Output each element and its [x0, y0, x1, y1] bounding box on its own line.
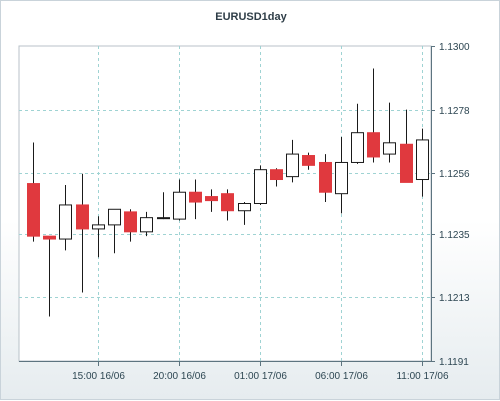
x-tick-label: 01:00 17/06	[234, 371, 287, 382]
candle-body-bearish	[205, 196, 218, 202]
candle-body-bearish	[221, 193, 234, 212]
candle-body-bearish	[43, 235, 56, 240]
candle-body-bearish	[189, 191, 202, 203]
candle-body-bullish	[157, 217, 170, 220]
candle-body-bullish	[140, 217, 153, 233]
y-tick-label: 1.1278	[439, 106, 470, 117]
candle-body-bullish	[351, 132, 364, 163]
y-tick-label: 1.1235	[439, 230, 470, 241]
y-tick-label: 1.1300	[439, 42, 470, 53]
candle-body-bullish	[416, 139, 429, 181]
x-tick-label: 20:00 16/06	[153, 371, 206, 382]
candle-body-bearish	[76, 204, 89, 230]
x-tick-label: 06:00 17/06	[315, 371, 368, 382]
chart-title: EURUSD1day	[215, 11, 287, 23]
candle-body-bullish	[254, 169, 267, 205]
candle-body-bullish	[59, 204, 72, 240]
candle-body-bearish	[400, 143, 413, 183]
candle-body-bullish	[238, 203, 251, 212]
candle-body-bullish	[383, 142, 396, 155]
candle-body-bearish	[27, 183, 40, 237]
candle-body-bullish	[108, 208, 121, 226]
y-tick-label: 1.1213	[439, 293, 470, 304]
y-tick-label: 1.1191	[439, 357, 469, 368]
candle-body-bullish	[173, 191, 186, 220]
candle-body-bullish	[92, 224, 105, 230]
candle-body-bearish	[124, 211, 137, 233]
candle-body-bearish	[270, 169, 283, 181]
candle-body-bullish	[286, 153, 299, 178]
candle-body-bullish	[335, 161, 348, 195]
x-tick-label: 15:00 16/06	[72, 371, 125, 382]
candle-body-bearish	[302, 155, 315, 166]
x-tick-label: 11:00 17/06	[396, 371, 449, 382]
y-tick-label: 1.1256	[439, 169, 470, 180]
candle-body-bearish	[367, 132, 380, 158]
candle-body-bearish	[319, 161, 332, 193]
